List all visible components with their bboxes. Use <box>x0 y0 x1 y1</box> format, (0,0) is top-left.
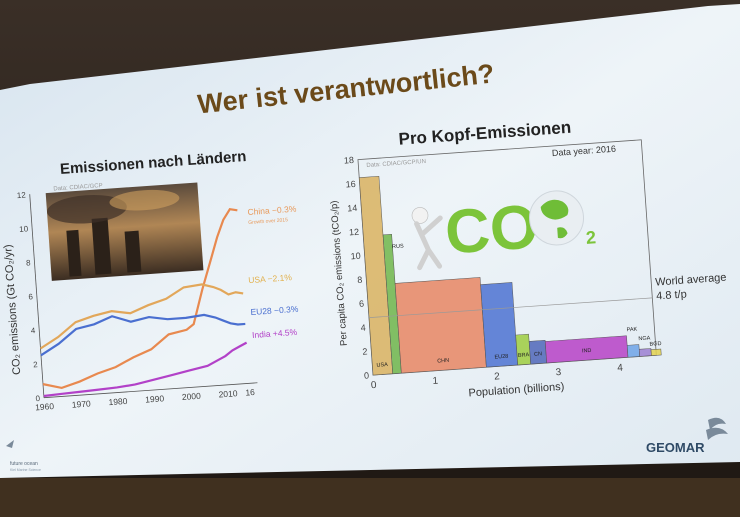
left-y-tick-label: 4 <box>30 326 36 335</box>
series-label-india: India +4.5% <box>252 327 298 340</box>
left-x-tick-label: 1970 <box>71 398 91 409</box>
left-y-tick-label: 10 <box>19 224 29 234</box>
right-y-ticks: 0 2 4 6 8 10 12 14 16 18 <box>344 155 370 381</box>
left-y-tick-label: 12 <box>17 190 27 200</box>
right-y-tick-label: 18 <box>344 155 355 166</box>
world-average-line <box>368 297 653 319</box>
right-y-tick-label: 14 <box>347 203 358 214</box>
bar-label: PAK <box>626 327 637 334</box>
series-label-eu28: EU28 −0.3% <box>250 304 299 317</box>
right-x-tick-label: 3 <box>555 367 562 378</box>
left-x-axis <box>43 382 258 399</box>
series-label-china-growth: Growth over 2015 <box>248 217 288 226</box>
left-y-ticks: 0 2 4 6 8 10 12 <box>17 190 41 403</box>
left-x-tick-label: 16 <box>245 387 255 398</box>
right-y-tick-label: 6 <box>359 299 365 309</box>
bar-label: RUS <box>392 243 404 250</box>
series-line-eu28 <box>40 313 246 357</box>
right-y-tick-label: 2 <box>362 346 368 356</box>
right-x-tick-label: 2 <box>494 371 501 382</box>
bar-bgd <box>650 348 662 356</box>
right-y-tick-label: 0 <box>364 370 370 380</box>
bar-label: USA <box>376 362 388 369</box>
world-average-label: World average <box>655 272 727 289</box>
co2-illustration: CO 2 <box>411 190 597 271</box>
left-panel: Emissionen nach Ländern Data: CDIAC/GCP … <box>2 148 299 412</box>
future-ocean-sub: Kiel Marine Science <box>10 468 41 472</box>
right-panel-source: Data: CDIAC/GCP/UN <box>366 159 426 169</box>
left-x-tick-label: 2000 <box>182 391 202 402</box>
bar-eu28 <box>480 282 519 368</box>
left-x-tick-label: 1960 <box>35 401 55 412</box>
co2-subscript: 2 <box>585 227 596 248</box>
series-line-usa <box>39 283 244 350</box>
future-ocean-icon <box>6 440 14 448</box>
floor-strip <box>0 478 740 517</box>
future-ocean-text: future ocean <box>10 461 38 467</box>
right-y-tick-label: 4 <box>360 323 366 333</box>
industry-photo-chimneys <box>46 189 180 277</box>
bar-label: CN <box>534 351 542 358</box>
bar-pak <box>626 344 640 358</box>
bar-label: BRA <box>518 352 530 359</box>
bar-label: CHN <box>437 358 449 365</box>
left-x-tick-label: 2010 <box>218 388 238 399</box>
bar-bra <box>515 333 531 366</box>
future-ocean-logo: future ocean Kiel Marine Science <box>6 440 41 472</box>
left-y-axis <box>29 194 45 398</box>
series-label-usa: USA −2.1% <box>248 272 293 285</box>
co2-text: CO <box>443 192 541 267</box>
bar-label: NGA <box>638 335 651 342</box>
left-y-tick-label: 2 <box>33 360 39 369</box>
bar-label: EU28 <box>494 354 508 361</box>
left-x-tick-label: 1990 <box>145 393 165 404</box>
left-y-tick-label: 0 <box>35 394 41 403</box>
bar-label: IND <box>582 348 592 355</box>
left-panel-source: Data: CDIAC/GCP <box>53 183 103 192</box>
series-line-india <box>43 341 248 398</box>
right-panel-data-year: Data year: 2016 <box>552 144 617 158</box>
right-y-tick-label: 12 <box>349 227 360 238</box>
left-y-tick-label: 6 <box>28 292 34 301</box>
geomar-logo: GEOMAR <box>646 417 728 455</box>
right-panel: Pro Kopf-Emissionen Data: CDIAC/GCP/UN D… <box>329 118 727 400</box>
geomar-logo-text: GEOMAR <box>646 440 705 455</box>
right-x-tick-label: 1 <box>432 376 439 387</box>
right-y-tick-label: 8 <box>357 275 363 285</box>
geomar-logo-icon <box>706 417 728 440</box>
bar-label: BGD <box>649 341 661 348</box>
series-label-china: China −0.3% <box>247 204 297 217</box>
left-y-tick-label: 8 <box>26 258 32 267</box>
left-chart-lines <box>39 207 248 398</box>
right-y-tick-label: 16 <box>345 179 356 190</box>
left-x-tick-label: 1980 <box>108 396 128 407</box>
right-x-ticks: 0 1 2 3 4 <box>371 363 624 392</box>
series-line-china <box>42 207 238 390</box>
bar-nga <box>638 348 652 357</box>
world-average-value: 4.8 t/p <box>656 288 687 302</box>
right-x-tick-label: 0 <box>371 380 378 391</box>
right-y-tick-label: 10 <box>350 251 361 262</box>
right-x-tick-label: 4 <box>617 363 624 374</box>
left-x-ticks: 1960 1970 1980 1990 2000 2010 16 <box>35 387 256 412</box>
